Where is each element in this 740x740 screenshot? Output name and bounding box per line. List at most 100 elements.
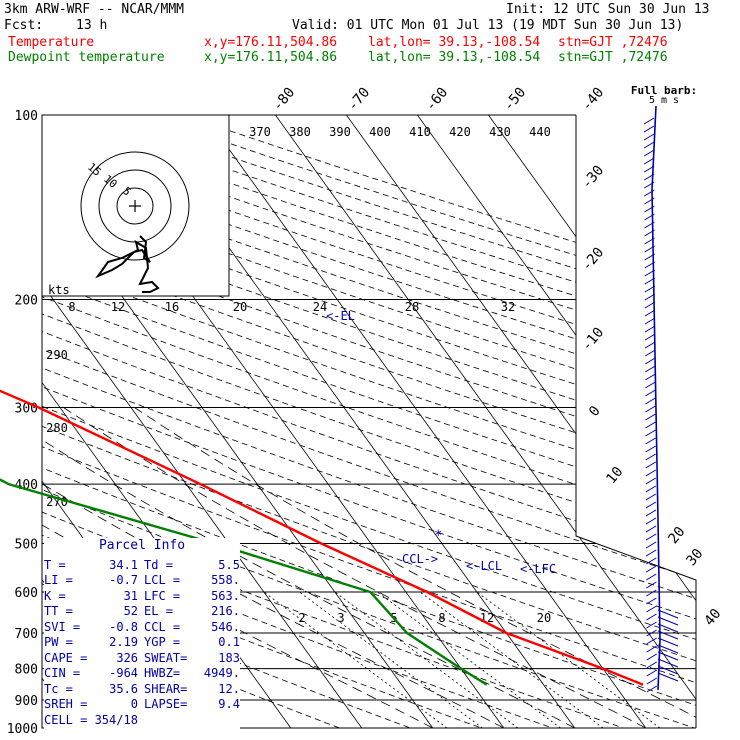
wind-barb xyxy=(646,597,657,605)
parcel-value: -0.8 xyxy=(109,619,139,634)
theta-label: 400 xyxy=(369,125,391,139)
parcel-value: 183 xyxy=(218,650,240,665)
parcel-value: 34.1 xyxy=(109,557,139,572)
wind-barb xyxy=(646,589,657,597)
valid-time: Valid: 01 UTC Mon 01 Jul 13 (19 MDT Sun … xyxy=(292,18,684,33)
dewpoint-station: stn=GJT ,72476 xyxy=(558,50,668,65)
theta-label: 440 xyxy=(529,125,551,139)
theta-label: 430 xyxy=(489,125,511,139)
parcel-value: 0.1 xyxy=(218,635,240,649)
wind-barb xyxy=(646,685,658,693)
wind-barb xyxy=(644,285,656,293)
parcel-value: 12. xyxy=(218,681,240,696)
dry-adiabat xyxy=(42,115,696,728)
parcel-label: LI = xyxy=(44,573,73,587)
parcel-label: PW = xyxy=(44,635,73,649)
dewpoint-xy: x,y=176.11,504.86 xyxy=(204,50,338,65)
parcel-row: CAPE = 326 SWEAT= 183 xyxy=(44,651,240,667)
parcel-row: SVI = -0.8 CCL = 546. xyxy=(44,620,240,636)
hodograph-ring xyxy=(116,187,154,225)
wind-barb xyxy=(643,125,655,133)
wind-barb xyxy=(646,581,657,589)
init-time: Init: 12 UTC Sun 30 Jun 13 xyxy=(506,2,710,17)
mixing-ratio-label: 8 xyxy=(438,611,445,625)
parcel-label: TT = xyxy=(44,604,73,618)
isotherm-line xyxy=(346,115,696,728)
parcel-label: Tc = xyxy=(44,681,73,696)
wind-barb xyxy=(644,357,656,365)
moist-adiabat xyxy=(42,407,504,728)
mixing-ratio-line xyxy=(299,591,483,728)
wind-barb xyxy=(657,658,679,668)
wind-barb xyxy=(644,293,656,301)
dewpoint-latlon: lat,lon= 39.13,-108.54 xyxy=(368,50,541,65)
lfc-label: <-LFC xyxy=(520,562,556,576)
parcel-row: CIN = -964 HWBZ= 4949. xyxy=(44,666,240,682)
theta-label: 410 xyxy=(409,125,431,139)
wind-barb xyxy=(646,573,657,581)
ccl-label: CCL-> xyxy=(402,552,438,566)
dry-adiabat xyxy=(42,115,696,728)
wind-barb xyxy=(644,309,656,317)
wind-barb xyxy=(645,549,657,557)
temperature-station: stn=GJT ,72476 xyxy=(558,35,668,50)
isotherm-label: 20 xyxy=(665,524,688,547)
wind-barb xyxy=(645,445,656,453)
wind-barb xyxy=(657,651,679,661)
pressure-label: 700 xyxy=(15,627,38,642)
parcel-info-rows: T = 34.1 Td = 5.5 LI = -0.7 LCL = 558. K = 31 LFC … xyxy=(44,558,240,713)
isotherm-label: -20 xyxy=(579,245,608,275)
isotherm-label: -80 xyxy=(270,85,299,115)
wind-barb xyxy=(657,616,679,626)
wind-barb xyxy=(644,365,656,373)
wind-barb xyxy=(645,517,657,525)
temperature-xy: x,y=176.11,504.86 xyxy=(204,35,338,50)
parcel-value: 326 xyxy=(116,650,139,665)
wind-barb xyxy=(645,429,656,437)
theta-label: 390 xyxy=(329,125,351,139)
dry-adiabat xyxy=(42,115,696,728)
temperature-latlon: lat,lon= 39.13,-108.54 xyxy=(368,35,541,50)
parcel-value: 2.19 xyxy=(109,635,139,649)
wind-barb xyxy=(645,389,656,397)
wind-barb xyxy=(657,665,679,675)
dry-adiabat xyxy=(42,115,696,728)
moist-adiabat xyxy=(63,407,646,728)
temperature-line xyxy=(0,389,644,686)
isotherm-line xyxy=(275,115,696,728)
wind-barb xyxy=(645,461,656,469)
parcel-value: -964 xyxy=(109,666,139,680)
wind-barb xyxy=(646,605,657,613)
wind-barb xyxy=(645,469,657,477)
wind-barb xyxy=(645,533,657,541)
parcel-label: HWBZ= xyxy=(144,666,181,680)
theta-label: 280 xyxy=(46,421,68,435)
parcel-label: EL = xyxy=(144,604,173,618)
wind-barb xyxy=(644,213,655,221)
parcel-row: T = 34.1 Td = 5.5 xyxy=(44,558,240,574)
wind-barb xyxy=(645,501,657,509)
hodograph-axis-label: 32 xyxy=(501,300,515,314)
parcel-value: 35.6 xyxy=(109,681,139,696)
wind-barb xyxy=(646,645,657,653)
wind-barb xyxy=(646,613,657,621)
el-label: <-EL xyxy=(326,309,355,323)
wind-barb xyxy=(645,493,657,501)
isotherm-label: 30 xyxy=(683,546,706,569)
parcel-label: T = xyxy=(44,557,66,572)
header: 3km ARW-WRF -- NCAR/MMM Init: 12 UTC Sun… xyxy=(0,0,740,70)
wind-barb xyxy=(644,253,655,261)
wind-barb xyxy=(643,133,655,141)
isotherm-line xyxy=(0,115,7,728)
mixing-ratio-line xyxy=(419,591,604,728)
parcel-value: 558. xyxy=(211,573,240,587)
wind-barb xyxy=(644,197,655,205)
mixing-ratio-line xyxy=(334,591,519,728)
parcel-label: YGP = xyxy=(144,635,181,649)
wind-barb xyxy=(644,349,656,357)
wind-barb xyxy=(657,609,679,619)
parcel-value: 9.4 xyxy=(218,697,240,711)
isotherm-label: 0 xyxy=(586,403,604,420)
parcel-label: LCL = xyxy=(144,573,181,587)
